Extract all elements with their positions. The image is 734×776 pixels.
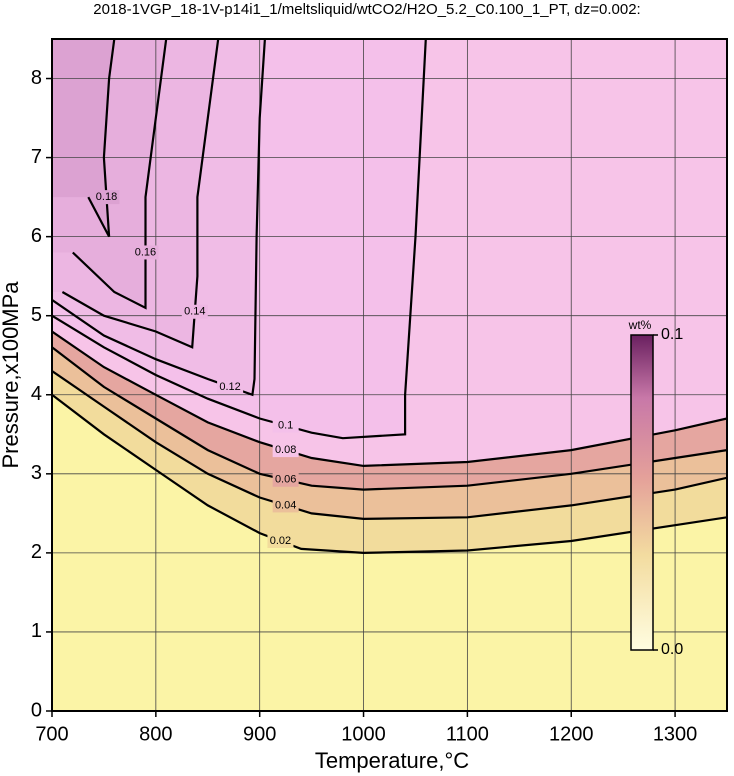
fills (52, 39, 727, 711)
contour-line (52, 346, 727, 491)
colorbar-label: wt% (628, 318, 652, 332)
contour-line (52, 330, 727, 468)
contour-label: 0.04 (275, 499, 296, 511)
plot-frame (51, 38, 728, 712)
y-tick-label: 1 (31, 620, 42, 642)
contour-label: 0.06 (275, 474, 296, 486)
y-tick-label: 0 (31, 699, 42, 721)
y-tick-label: 6 (31, 225, 42, 247)
contour-label: 0.12 (219, 381, 240, 393)
y-axis-label: Pressure,x100MPa (0, 281, 23, 469)
contour-line (52, 39, 266, 397)
contour-label-bg (267, 534, 294, 549)
contour-label: 0.18 (96, 191, 117, 203)
contour-label-bg (272, 472, 299, 487)
y-tick-label: 8 (31, 67, 42, 89)
contour-line (52, 393, 727, 555)
x-tick-label: 800 (139, 723, 172, 745)
contour-band (52, 39, 115, 237)
contour-label-bg (181, 304, 208, 319)
y-tick-label: 5 (31, 304, 42, 326)
contour-label: 0.16 (135, 246, 156, 258)
contour-label-bg (132, 245, 159, 260)
x-axis-label: Temperature,°C (315, 748, 469, 773)
x-tick-label: 1300 (653, 723, 698, 745)
contour-label: 0.08 (275, 444, 296, 456)
contours: 0.02 0.04 0.06 0.08 0.1 0.12 0.14 0.16 0.18 (52, 39, 727, 555)
contour-label: 0.1 (278, 420, 293, 432)
y-tick-label: 4 (31, 383, 42, 405)
contour-line (52, 39, 427, 440)
x-tick-label: 1100 (446, 723, 489, 745)
y-tick-label: 3 (31, 462, 42, 484)
x-tick-label: 1000 (341, 723, 386, 745)
axes: 700 800 900 1000 1100 1200 1300 0 1 2 3 4 5 6 7 8 (31, 38, 728, 745)
colorbar (630, 334, 654, 651)
colorbar-tick-label: 0.1 (661, 326, 683, 343)
contour-label-bg (272, 443, 299, 458)
chart-title: 2018-1VGP_18-1V-p14i1_1/meltsliquid/wtCO… (93, 1, 640, 18)
contour-label-bg (217, 379, 244, 394)
contour-label-bg (272, 498, 299, 513)
y-tick-label: 2 (31, 541, 42, 563)
x-tick-label: 700 (35, 723, 68, 745)
y-tick-label: 7 (31, 146, 42, 168)
contour-label: 0.02 (270, 535, 291, 547)
contour-line (52, 370, 727, 521)
x-tick-label: 1200 (549, 723, 594, 745)
colorbar-tick-label: 0.0 (661, 641, 683, 658)
contour-line (87, 39, 116, 238)
x-tick-label: 900 (243, 723, 276, 745)
contour-label-bg (272, 418, 299, 433)
contour-label: 0.14 (184, 306, 205, 318)
contour-label-bg (93, 190, 120, 205)
